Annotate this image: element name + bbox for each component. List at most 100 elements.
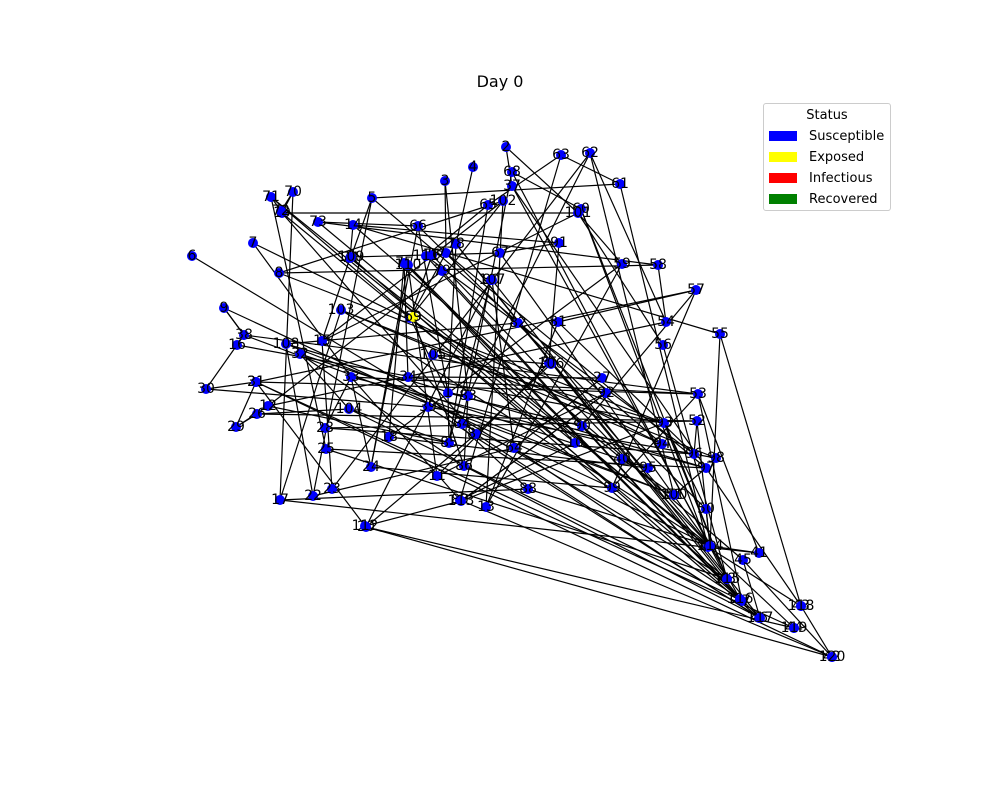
legend-swatch-recovered — [769, 194, 797, 204]
node-label: 70 — [284, 184, 302, 200]
node-marker — [346, 372, 356, 382]
network-node: 94 — [653, 436, 671, 452]
network-node: 17 — [271, 492, 289, 508]
node-marker — [288, 187, 298, 197]
network-node: 68 — [503, 164, 521, 180]
node-marker — [495, 248, 505, 258]
network-node: 52 — [688, 413, 706, 429]
network-edge — [285, 343, 707, 469]
network-node: 104 — [336, 401, 363, 417]
network-edge — [348, 408, 743, 602]
node-marker — [509, 443, 519, 453]
node-marker — [597, 373, 607, 383]
node-label: 72 — [272, 203, 290, 219]
node-marker — [554, 238, 564, 248]
node-label: 53 — [689, 386, 707, 402]
network-edge — [662, 344, 728, 580]
network-edge — [349, 257, 711, 547]
node-label: 71 — [262, 189, 280, 205]
network-edge — [403, 262, 743, 602]
node-label: 3 — [441, 173, 450, 189]
network-node: 84 — [453, 416, 471, 432]
node-label: 69 — [404, 309, 422, 325]
network-edge — [205, 381, 257, 390]
network-edge — [243, 334, 675, 496]
legend-item-exposed: Exposed — [769, 149, 864, 165]
node-label: 98 — [707, 450, 725, 466]
network-edge — [548, 242, 560, 364]
node-marker — [487, 275, 497, 285]
network-node: 10 — [566, 435, 584, 451]
node-label: 9 — [220, 300, 229, 316]
node-marker — [615, 179, 625, 189]
node-label: 40 — [613, 451, 631, 467]
network-edge — [589, 152, 667, 323]
network-edge — [370, 466, 613, 489]
network-node: 53 — [689, 386, 707, 402]
network-edge — [409, 254, 433, 319]
legend-label-exposed: Exposed — [809, 149, 865, 165]
network-node: 113 — [448, 493, 475, 509]
node-marker — [344, 404, 354, 414]
network-node: 70 — [284, 184, 302, 200]
node-label: 90 — [573, 418, 591, 434]
network-node: 37 — [503, 178, 521, 194]
node-label: 30 — [197, 381, 215, 397]
legend-label-infectious: Infectious — [809, 170, 873, 186]
node-marker — [413, 221, 423, 231]
node-label: 117 — [747, 610, 774, 626]
network-node: 11 — [428, 468, 446, 484]
network-edge — [321, 257, 351, 342]
node-label: 45 — [734, 552, 752, 568]
node-label: 29 — [227, 419, 245, 435]
network-node: 96 — [685, 446, 703, 462]
node-marker — [755, 613, 765, 623]
network-edge — [278, 264, 659, 274]
node-label: 17 — [271, 492, 289, 508]
network-node: 100 — [661, 487, 688, 503]
network-node: 29 — [227, 419, 245, 435]
network-node: 7 — [248, 235, 258, 251]
network-node: 105 — [420, 347, 447, 363]
node-label: 24 — [362, 459, 380, 475]
network-node: 109 — [338, 249, 365, 265]
network-edge — [371, 183, 621, 199]
node-marker — [384, 432, 394, 442]
network-node: 28 — [316, 420, 334, 436]
node-marker — [423, 402, 433, 412]
node-label: 27 — [593, 370, 611, 386]
network-edge — [432, 354, 552, 365]
network-edge — [350, 376, 461, 501]
node-label: 100 — [661, 487, 688, 503]
network-edge — [255, 381, 366, 527]
network-edge — [352, 224, 744, 561]
node-label: 85 — [440, 435, 458, 451]
network-edge — [407, 264, 761, 619]
node-label: 12 — [259, 398, 277, 414]
network-edge — [513, 377, 603, 449]
network-edge — [485, 263, 623, 508]
node-label: 23 — [323, 481, 341, 497]
node-label: 83 — [459, 388, 477, 404]
network-node: 91 — [550, 235, 568, 251]
network-node: 16 — [228, 337, 246, 353]
node-label: 33 — [342, 369, 360, 385]
network-edge — [235, 405, 269, 428]
node-marker — [722, 574, 732, 584]
node-label: 18 — [380, 429, 398, 445]
network-node: 83 — [459, 388, 477, 404]
node-marker — [483, 200, 493, 210]
edge-layer — [191, 146, 833, 658]
network-edge — [463, 465, 761, 619]
node-marker — [187, 251, 197, 261]
network-edge — [719, 333, 802, 607]
network-node: 55 — [711, 326, 729, 342]
network-edge — [475, 433, 760, 619]
node-marker — [796, 601, 806, 611]
network-node: 78 — [447, 236, 465, 252]
network-edge — [255, 381, 795, 629]
network-node: 26 — [248, 406, 266, 422]
node-label: 59 — [613, 256, 631, 272]
network-node: 73 — [309, 214, 327, 230]
node-marker — [617, 259, 627, 269]
